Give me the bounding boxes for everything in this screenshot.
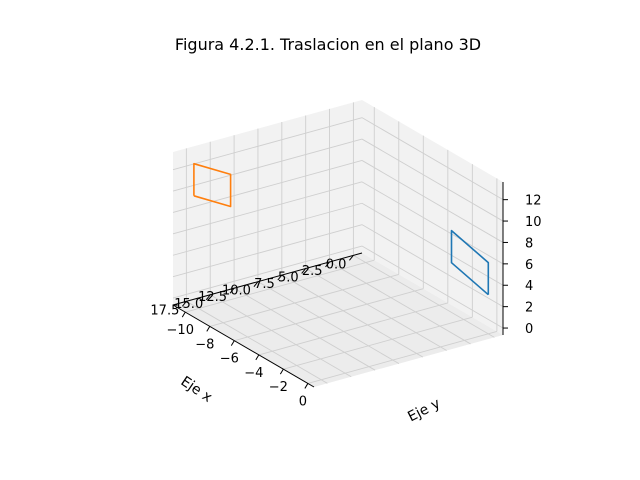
series-line-1	[450, 229, 490, 296]
x-tick	[301, 268, 307, 274]
x-tick-label: 7.5	[254, 277, 275, 292]
grid-line	[209, 273, 399, 327]
grid-line	[172, 181, 363, 235]
grid-line	[172, 202, 363, 256]
grid-line	[172, 138, 363, 192]
grid-line	[361, 224, 504, 308]
grid-line	[361, 245, 504, 329]
y-tick-label: −2	[269, 380, 288, 395]
x-tick	[253, 281, 259, 287]
side-pane	[173, 100, 362, 305]
grid-line	[361, 138, 504, 222]
grid-line	[234, 288, 424, 342]
tick-marks	[181, 199, 508, 389]
grid-line	[353, 254, 495, 338]
x-tick	[229, 287, 235, 294]
chart-title: Figura 4.2.1. Traslacion en el plano 3D	[175, 35, 481, 54]
x-tick-label: 10.0	[222, 284, 251, 299]
x-tick	[349, 255, 354, 261]
x-tick-label: 0.0	[326, 257, 347, 272]
z-tick-label: 6	[525, 258, 533, 273]
y-tick	[181, 311, 186, 318]
z-tick-label: 10	[525, 215, 542, 230]
grid-line	[283, 316, 473, 370]
grid-line	[361, 202, 504, 286]
y-tick	[206, 326, 211, 332]
y-tick	[230, 340, 235, 346]
y-axis-line	[172, 304, 315, 388]
series-line-2	[193, 162, 232, 208]
grid-line	[307, 331, 497, 384]
z-tick-label: 0	[525, 322, 533, 337]
grid-line	[361, 181, 504, 265]
x-tick-label: 2.5	[302, 264, 323, 279]
y-tick	[279, 368, 284, 375]
tick-labels: 0.02.55.07.510.012.515.017.5 −10−8 −6 −4 −2 0…	[150, 194, 541, 410]
grid-line	[305, 268, 447, 351]
grid-line	[258, 302, 448, 356]
z-tick-label: 4	[525, 279, 533, 294]
x-axis-line	[172, 252, 363, 306]
x-tick	[205, 294, 211, 301]
grid-line	[257, 281, 400, 365]
y-tick	[255, 354, 260, 361]
x-tick	[277, 274, 283, 281]
y-tick	[304, 383, 309, 389]
x-tick-label: 12.5	[198, 290, 227, 305]
floor-pane	[173, 253, 503, 387]
grid-line	[172, 160, 363, 213]
grid-line	[361, 117, 504, 201]
y-tick-label: 0	[299, 394, 307, 409]
grid-line	[186, 300, 328, 384]
grid-line	[172, 245, 363, 299]
z-tick-label: 2	[525, 301, 533, 316]
grid-line	[233, 287, 376, 371]
axis-lines	[172, 182, 504, 388]
x-tick-label: 15.0	[174, 297, 203, 312]
grid-line	[172, 224, 363, 278]
series-lines	[193, 162, 490, 296]
y-axis-label: Eje y	[405, 396, 443, 426]
grid-line	[281, 274, 424, 358]
x-tick-label: 5.0	[278, 270, 299, 285]
grid-line	[329, 261, 471, 345]
z-tick-label: 12	[525, 194, 542, 209]
x-tick	[325, 261, 330, 268]
x-tick-label: 17.5	[150, 303, 179, 318]
axis-panes	[173, 100, 503, 387]
y-tick-label: −4	[244, 366, 263, 381]
y-tick-label: −10	[167, 323, 194, 338]
x-axis-label: Eje x	[178, 374, 215, 406]
z-tick-label: 8	[525, 236, 533, 251]
grid-line	[210, 294, 352, 378]
grid-line	[185, 259, 375, 313]
grid-line	[361, 160, 504, 243]
y-tick-label: −8	[195, 337, 214, 352]
grid-lines	[172, 102, 504, 384]
grid-line	[172, 117, 363, 171]
y-tick-label: −6	[220, 352, 239, 367]
x-tick	[181, 301, 187, 307]
